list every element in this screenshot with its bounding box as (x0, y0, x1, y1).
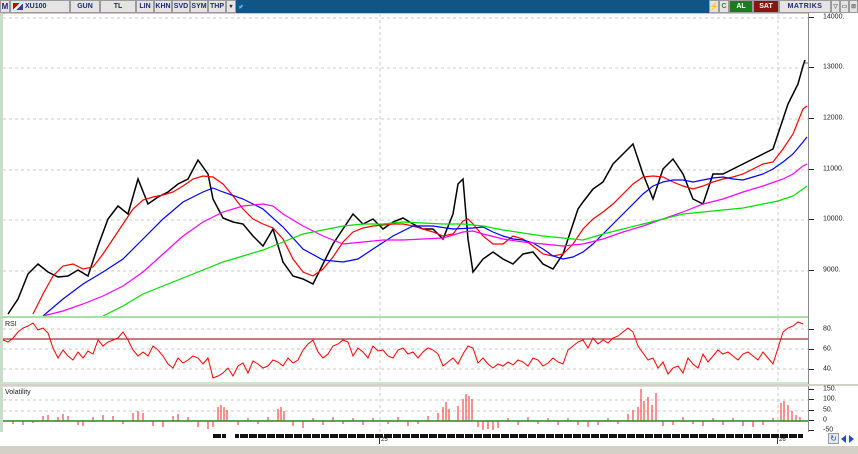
sell-button[interactable]: SAT (753, 0, 779, 13)
linear-button[interactable]: LIN (136, 0, 154, 13)
volatility-pane[interactable]: Volatility (0, 386, 808, 433)
scroll-right-icon[interactable] (849, 435, 854, 443)
period-button[interactable]: GUN (70, 0, 100, 13)
vol-label-0: 0 (823, 416, 827, 424)
year-tick-26 (777, 437, 778, 444)
rsi-chart (3, 318, 808, 382)
volatility-bars (12, 389, 801, 430)
c-button[interactable]: C (719, 0, 729, 13)
rsi-title: RSI (5, 321, 17, 328)
vol-label-50: 50. (823, 406, 833, 414)
close-icon[interactable]: ⊠ (849, 0, 858, 13)
volume-button[interactable]: SVD (172, 0, 190, 13)
refresh-icon[interactable]: ↻ (828, 433, 839, 444)
restore-icon[interactable]: ▭ (840, 0, 849, 13)
menu-button[interactable]: M (0, 0, 10, 13)
currency-button[interactable]: TL (100, 0, 136, 13)
vol-label-minus50: -50 (823, 426, 834, 434)
price-label-9000: 9000. (823, 266, 841, 274)
rsi-pane[interactable]: RSI (0, 318, 808, 384)
price-axis: 14000. 13000. 12000. 11000. 10000. 9000. (808, 13, 858, 318)
time-scrollbar-gap (226, 434, 235, 438)
rsi-label-40: 40. (823, 365, 833, 373)
twitter-icon[interactable] (236, 0, 246, 13)
vol-label-100: 100. (823, 395, 837, 403)
price-label-12000: 12000. (823, 114, 845, 122)
ma-200-line (102, 185, 808, 316)
ma-long-line (42, 163, 808, 316)
rsi-series (3, 321, 804, 379)
brand-button[interactable]: MATRIKS (779, 0, 831, 13)
volatility-chart (3, 387, 808, 433)
price-label-14000: 14000. (823, 13, 845, 21)
vol-label-150: 150. (823, 385, 837, 393)
scroll-left-icon[interactable] (841, 435, 846, 443)
buy-button[interactable]: AL (729, 0, 753, 13)
rsi-axis: 80. 60. 40. (808, 318, 858, 384)
volatility-title: Volatility (5, 389, 31, 396)
status-bar (0, 446, 858, 454)
rsi-label-60: 60. (823, 345, 833, 353)
template-button[interactable]: THP (208, 0, 226, 13)
flag-icon (13, 3, 23, 10)
chevron-down-icon[interactable]: ▾ (226, 0, 236, 13)
ma-medium-line (42, 136, 808, 316)
chart-toolbar: M XU100 GUN TL LIN KHN SVD SYM THP ▾ ⚡ C… (0, 0, 858, 13)
rsi-label-80: 80. (823, 325, 833, 333)
flash-icon[interactable]: ⚡ (709, 0, 719, 13)
ma-short-line (32, 105, 808, 315)
price-label-13000: 13000. (823, 63, 845, 71)
price-pane[interactable] (0, 13, 808, 318)
price-chart (3, 14, 808, 316)
price-label-11000: 11000. (823, 165, 844, 173)
year-tick-25 (379, 437, 380, 444)
symbol-button[interactable]: SYM (190, 0, 208, 13)
time-scrollbar-track[interactable] (213, 434, 803, 438)
symbol-selector[interactable]: XU100 (10, 0, 70, 13)
year-label-26: 26 (779, 437, 786, 443)
candle-button[interactable]: KHN (154, 0, 172, 13)
minimize-icon[interactable]: ▽ (831, 0, 840, 13)
price-label-10000: 10000. (823, 215, 845, 223)
volatility-axis: 150. 100. 50. 0 -50 (808, 385, 858, 434)
symbol-label: XU100 (25, 3, 47, 10)
time-axis: 25 26 ↻ (0, 432, 858, 446)
year-label-25: 25 (381, 437, 388, 443)
